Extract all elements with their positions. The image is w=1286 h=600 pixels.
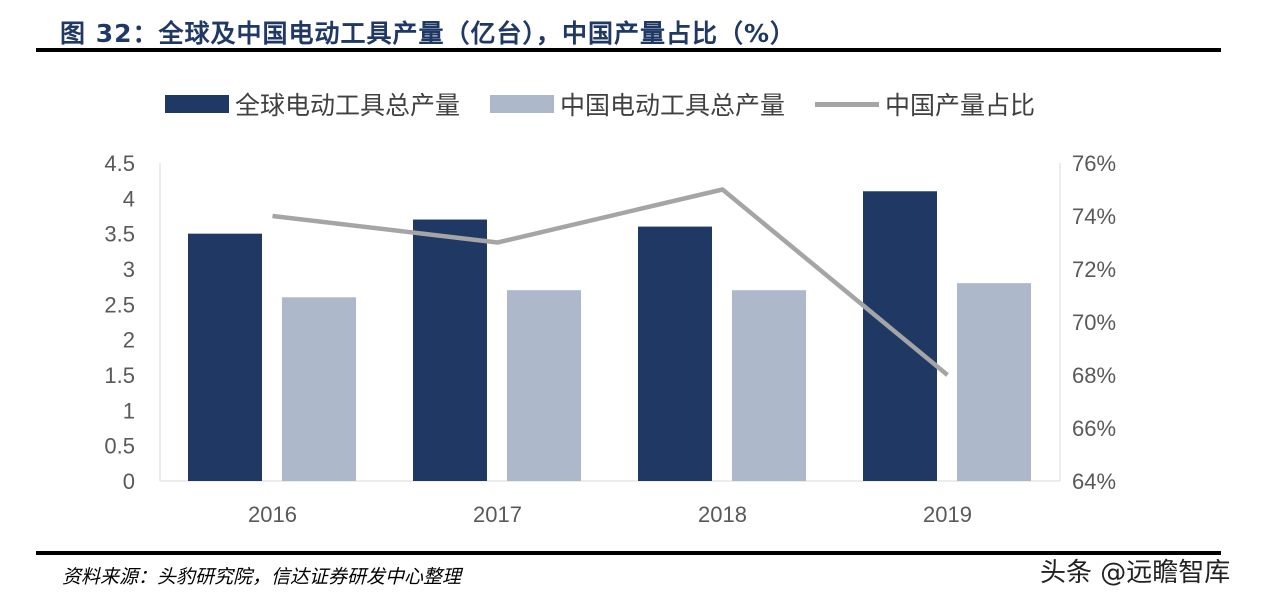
bar-china	[732, 290, 806, 481]
legend-item-global: 全球电动工具总产量	[165, 86, 460, 122]
title-rule	[36, 48, 1221, 52]
y-left-tick-label: 2.5	[104, 292, 135, 317]
y-left-tick-label: 1.5	[104, 363, 135, 388]
watermark: 头条 @远瞻智库	[1040, 558, 1231, 588]
bar-global	[413, 219, 487, 482]
y-left-tick-label: 0.5	[104, 434, 135, 459]
legend-label-share: 中国产量占比	[885, 91, 1036, 120]
source-note: 资料来源：头豹研究院，信达证券研发中心整理	[62, 566, 462, 588]
y-left-tick-label: 1	[123, 398, 135, 423]
legend-swatch-china	[490, 95, 555, 113]
x-tick-label: 2019	[923, 502, 972, 527]
bar-china	[957, 283, 1031, 481]
legend: 全球电动工具总产量 中国电动工具总产量 中国产量占比	[165, 86, 1065, 122]
legend-label-china: 中国电动工具总产量	[560, 91, 786, 120]
legend-swatch-share	[815, 101, 880, 107]
chart-title: 图 32：全球及中国电动工具产量（亿台），中国产量占比（%）	[60, 19, 797, 48]
y-right-tick-label: 66%	[1072, 416, 1116, 441]
legend-item-china: 中国电动工具总产量	[490, 86, 785, 122]
x-tick-label: 2018	[698, 502, 747, 527]
y-right-tick-label: 76%	[1072, 151, 1116, 176]
y-right-tick-label: 72%	[1072, 257, 1116, 282]
line-china-share	[272, 187, 949, 377]
y-left-tick-label: 2	[123, 328, 135, 353]
bar-global	[188, 233, 262, 481]
y-left-tick-label: 3.5	[104, 222, 135, 247]
y-right-tick-label: 74%	[1072, 204, 1116, 229]
footer-rule	[36, 551, 1221, 555]
x-tick-label: 2016	[248, 502, 297, 527]
y-left-tick-label: 3	[123, 257, 135, 282]
y-right-tick-label: 64%	[1072, 469, 1116, 494]
y-right-tick-label: 70%	[1072, 310, 1116, 335]
legend-item-share: 中国产量占比	[815, 86, 1035, 122]
x-tick-label: 2017	[473, 502, 522, 527]
legend-swatch-global	[165, 95, 229, 113]
y-right-tick-label: 68%	[1072, 363, 1116, 388]
legend-label-global: 全球电动工具总产量	[235, 91, 461, 120]
bar-china	[282, 297, 356, 481]
y-left-tick-label: 0	[123, 469, 135, 494]
bar-china	[507, 290, 581, 481]
y-left-tick-label: 4	[123, 186, 135, 211]
bar-global	[638, 226, 712, 481]
y-left-tick-label: 4.5	[104, 151, 135, 176]
